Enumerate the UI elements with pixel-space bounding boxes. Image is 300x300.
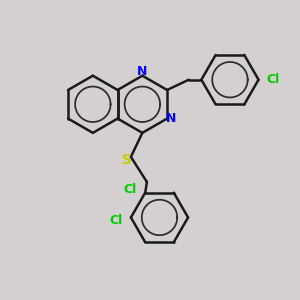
Text: Cl: Cl <box>123 183 136 196</box>
Text: Cl: Cl <box>109 214 122 227</box>
Text: N: N <box>166 112 176 125</box>
Text: Cl: Cl <box>266 73 279 86</box>
Text: N: N <box>137 65 148 78</box>
Text: S: S <box>122 153 133 167</box>
